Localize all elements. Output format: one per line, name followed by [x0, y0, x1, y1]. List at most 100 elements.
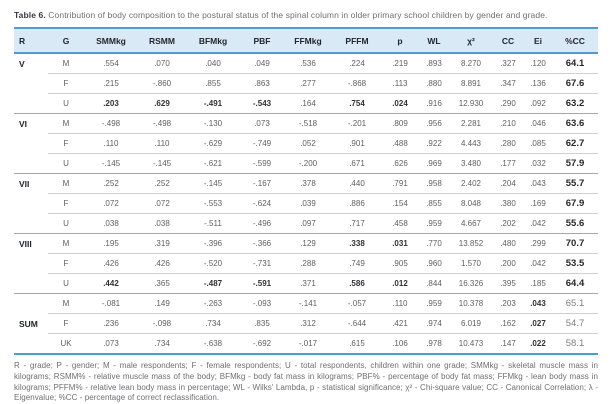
- data-cell: .129: [284, 233, 332, 254]
- data-cell: -.520: [186, 253, 240, 274]
- grade-cell: [14, 293, 48, 314]
- data-cell: .488: [382, 133, 418, 154]
- data-cell: .426: [138, 253, 186, 274]
- grade-cell: [14, 254, 48, 274]
- data-cell: 2.402: [450, 173, 492, 194]
- column-header-pctcc: %CC: [552, 27, 598, 54]
- data-cell: .480: [492, 233, 524, 254]
- grade-cell: [14, 154, 48, 174]
- grade-cell: VI: [14, 113, 48, 134]
- data-cell: .277: [284, 73, 332, 94]
- data-cell: .959: [418, 293, 450, 314]
- grade-cell: VIII: [14, 233, 48, 254]
- data-cell: .365: [138, 273, 186, 294]
- data-cell: .835: [240, 313, 284, 334]
- data-cell: -.498: [84, 113, 138, 134]
- data-cell: .092: [524, 93, 552, 114]
- table-body: V M .554 .070 .040 .049 .536 .224 .219 .893 8.270.…: [14, 53, 598, 354]
- gender-cell: U: [48, 273, 84, 294]
- data-cell: .202: [492, 213, 524, 234]
- data-cell: .959: [418, 213, 450, 234]
- data-cell: .110: [138, 133, 186, 154]
- percent-cc-cell: 58.1: [552, 333, 598, 354]
- data-cell: -.644: [332, 313, 382, 334]
- data-cell: .863: [240, 73, 284, 94]
- data-cell: 4.443: [450, 133, 492, 154]
- data-cell: 6.019: [450, 313, 492, 334]
- table-title: Table 6. Contribution of body compositio…: [14, 10, 598, 20]
- data-cell: .893: [426, 59, 442, 68]
- table-row: V M .554 .070 .040 .049 .536 .224 .219 .893 8.270.…: [14, 53, 598, 74]
- data-cell: .162: [492, 313, 524, 334]
- grade-cell: V: [19, 58, 25, 69]
- data-cell: .629: [138, 93, 186, 114]
- data-cell: .177: [492, 153, 524, 174]
- data-cell: .236: [84, 313, 138, 334]
- data-cell: -.130: [186, 113, 240, 134]
- data-cell: .299: [524, 233, 552, 254]
- data-cell: -.498: [138, 113, 186, 134]
- gender-cell: M: [48, 293, 84, 314]
- table-number: Table 6.: [14, 10, 46, 20]
- data-cell: -.017: [284, 333, 332, 354]
- data-cell: -.692: [240, 333, 284, 354]
- data-cell: .073: [240, 113, 284, 134]
- data-cell: .106: [382, 333, 418, 354]
- data-cell: -.263: [186, 293, 240, 314]
- data-cell: .052: [284, 133, 332, 154]
- data-cell: .024: [382, 93, 418, 114]
- data-cell: .974: [418, 313, 450, 334]
- data-cell: .770: [418, 233, 450, 254]
- data-cell: -.624: [240, 193, 284, 214]
- table-row: U .203.629 -.491 -.543.164.754.024.916 12.93…: [14, 93, 598, 114]
- table-row: VI M -.498 -.498 -.130.073 -.518 -.201.809.956…: [14, 113, 598, 134]
- data-cell: -.487: [186, 273, 240, 294]
- grade-cell: [14, 334, 48, 355]
- data-cell: 4.667: [450, 213, 492, 234]
- data-cell: .215: [84, 73, 138, 94]
- percent-cc-cell: 57.9: [552, 153, 598, 174]
- gender-cell: M: [48, 173, 84, 194]
- percent-cc-cell: 54.7: [552, 313, 598, 334]
- data-cell: .110: [382, 293, 418, 314]
- percent-cc-cell: 65.1: [552, 293, 598, 314]
- gender-cell: U: [48, 93, 84, 114]
- data-cell: .327: [500, 59, 516, 68]
- data-cell: .136: [524, 73, 552, 94]
- data-cell: -.145: [138, 153, 186, 174]
- data-cell: .120: [530, 59, 546, 68]
- table-row: F .426.426 -.520 -.731.288.749.905.960 1.570…: [14, 253, 598, 274]
- data-cell: .312: [284, 313, 332, 334]
- gender-cell: UK: [48, 333, 84, 354]
- gender-cell: M: [48, 113, 84, 134]
- data-cell: .958: [418, 173, 450, 194]
- data-cell: .978: [418, 333, 450, 354]
- data-cell: 1.570: [450, 253, 492, 274]
- column-header-smmkg: SMMkg: [84, 27, 138, 54]
- data-cell: .200: [492, 253, 524, 274]
- grade-cell: [14, 94, 48, 114]
- gender-cell: F: [48, 193, 84, 214]
- data-cell: -.200: [284, 153, 332, 174]
- data-cell: -.860: [138, 73, 186, 94]
- data-cell: .421: [382, 313, 418, 334]
- data-cell: .754: [332, 93, 382, 114]
- table-row: UK .073.734 -.638 -.692 -.017.615.106.978 10.…: [14, 333, 598, 355]
- data-cell: -.167: [240, 173, 284, 194]
- data-cell: -.145: [84, 153, 138, 174]
- gender-cell: F: [48, 313, 84, 334]
- column-header-χ²: χ²: [450, 27, 492, 54]
- table-row: F .110.110 -.629 -.749.052.901.488.922 4.443…: [14, 133, 598, 154]
- data-cell: .922: [418, 133, 450, 154]
- data-cell: -.518: [284, 113, 332, 134]
- gender-cell: U: [48, 153, 84, 174]
- data-cell: -.868: [332, 73, 382, 94]
- grade-cell: [14, 134, 48, 154]
- data-cell: .070: [154, 59, 170, 68]
- data-cell: .734: [138, 333, 186, 354]
- data-cell: -.731: [240, 253, 284, 274]
- data-cell: .586: [332, 273, 382, 294]
- table-row: F .215 -.860.855.863.277 -.868.113.880 8.891…: [14, 73, 598, 94]
- grade-cell: [14, 274, 48, 294]
- data-cell: .032: [524, 153, 552, 174]
